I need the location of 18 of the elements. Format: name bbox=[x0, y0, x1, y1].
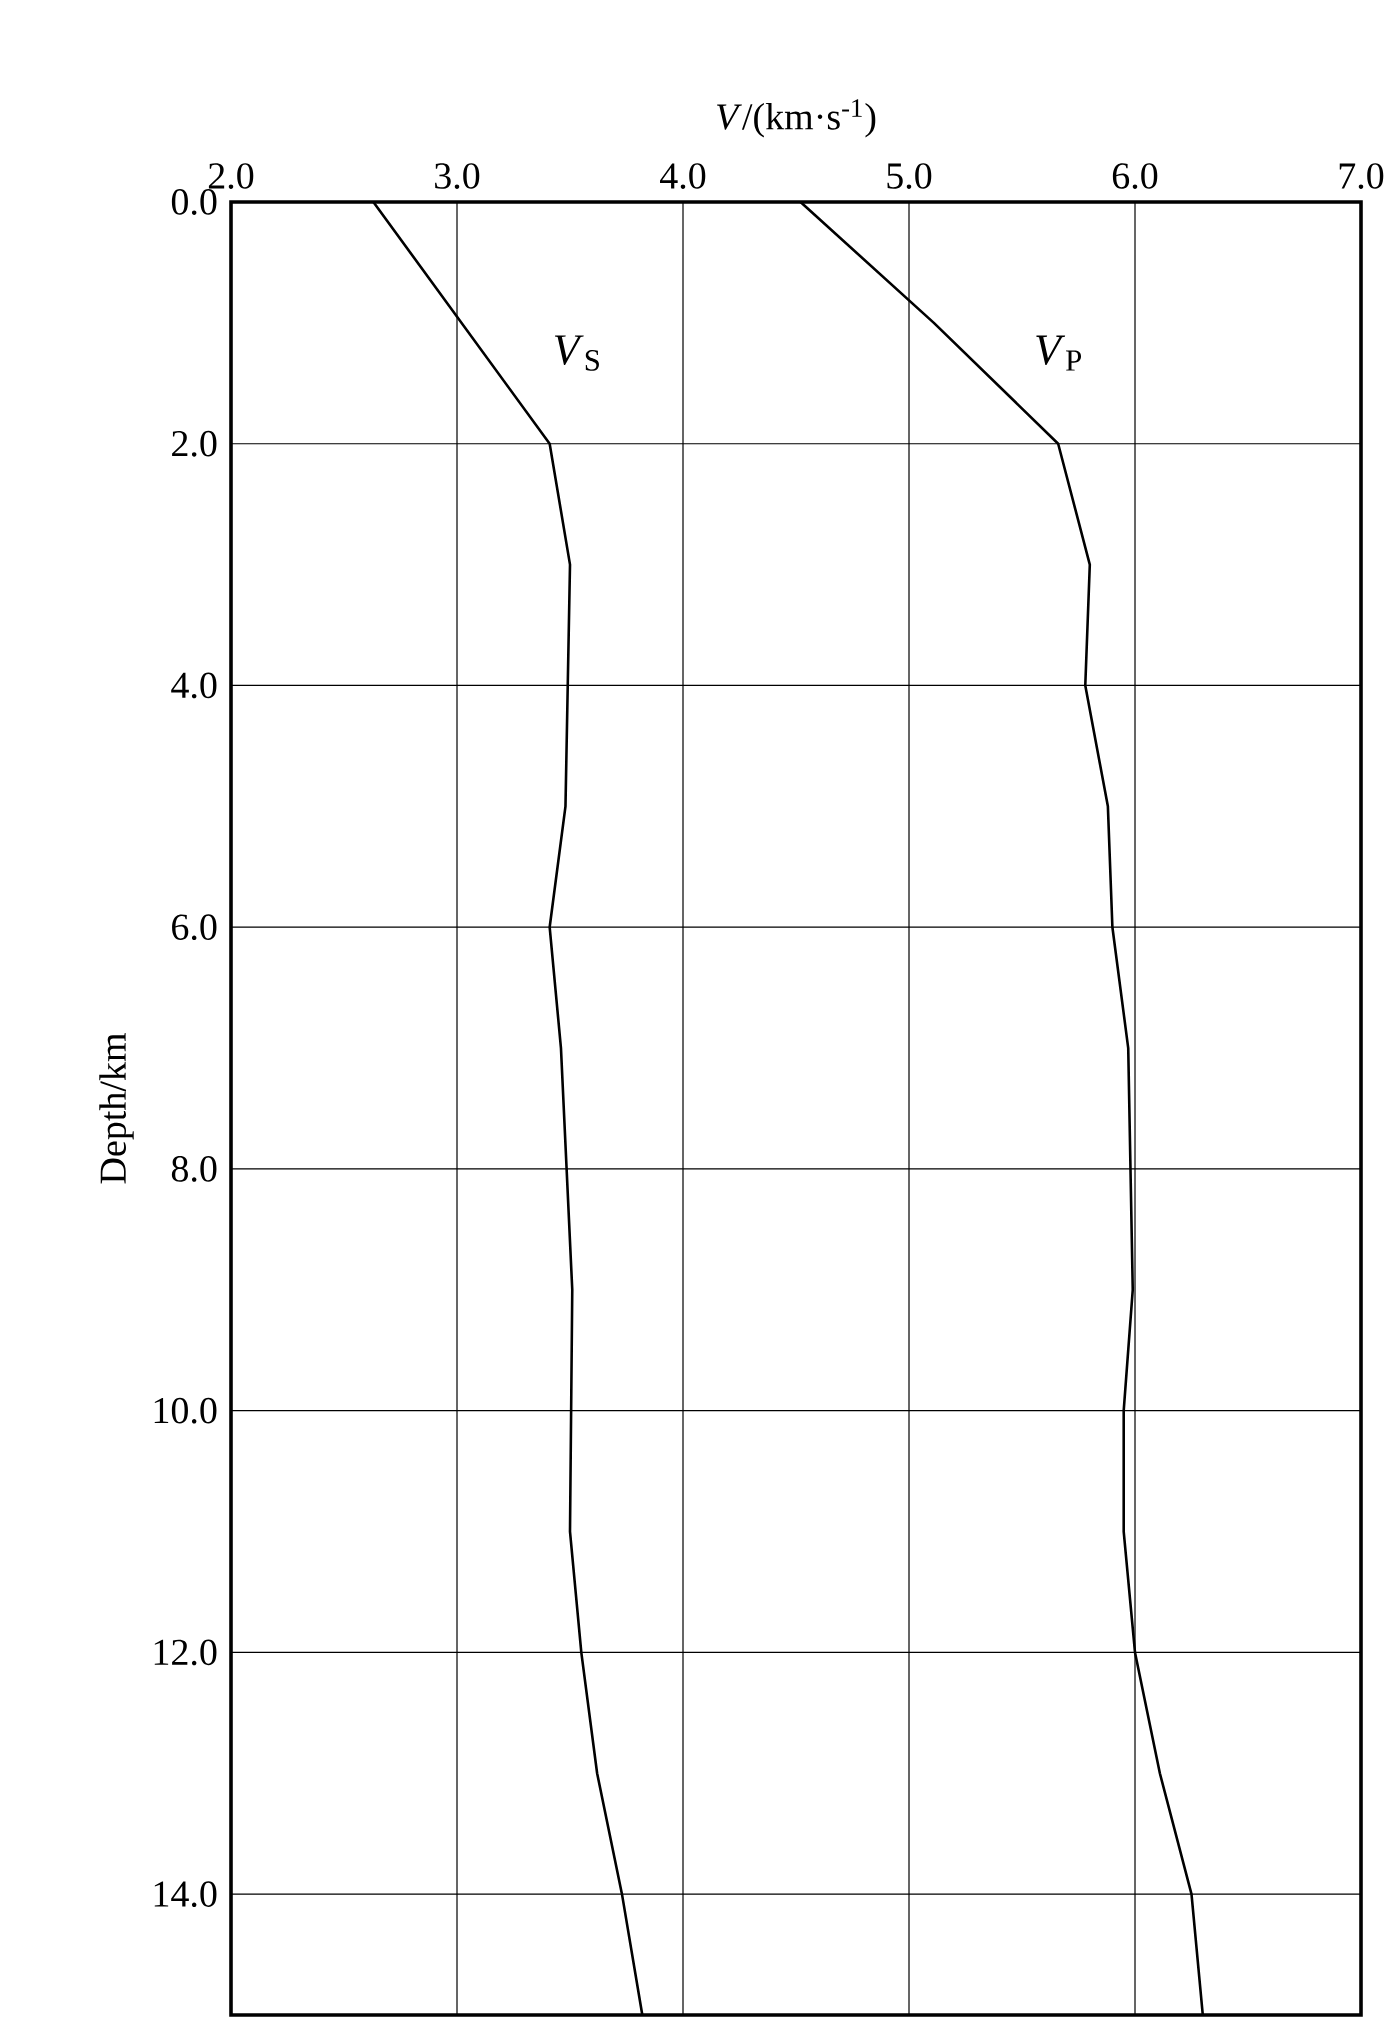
series-label: V$_{P}$ bbox=[1036, 335, 1082, 371]
x-tick-label: 5.0 bbox=[887, 163, 932, 189]
y-tick-label: 14.0 bbox=[154, 1881, 217, 1908]
y-tick-label: 4.0 bbox=[171, 672, 217, 699]
x-tick-label: 7.0 bbox=[1339, 163, 1384, 189]
x-axis-title: V/(km·s$^{-1}$) bbox=[717, 99, 876, 138]
y-tick-label: 8.0 bbox=[171, 1156, 217, 1182]
y-tick-label: 2.0 bbox=[172, 430, 217, 457]
x-tick-label: 6.0 bbox=[1112, 163, 1158, 189]
y-axis-title: Depth/km bbox=[99, 1033, 134, 1184]
y-tick-label: 10.0 bbox=[154, 1397, 217, 1424]
x-tick-label: 4.0 bbox=[660, 163, 706, 189]
y-tick-label: 6.0 bbox=[172, 914, 217, 941]
y-tick-label: 12.0 bbox=[154, 1639, 217, 1666]
x-tick-label: 3.0 bbox=[435, 163, 480, 189]
y-tick-label: 0.0 bbox=[171, 189, 217, 215]
series-label: V$_{S}$ bbox=[554, 335, 599, 371]
x-tick-label: 2.0 bbox=[208, 163, 254, 189]
